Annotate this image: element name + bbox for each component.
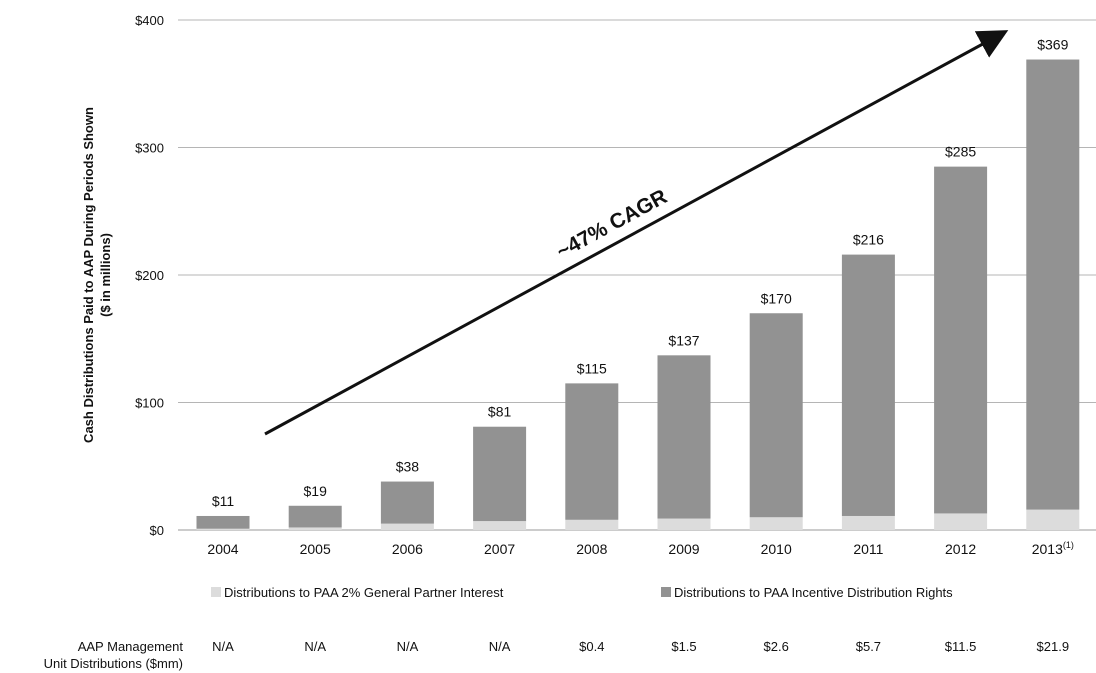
- cagr-arrow: [264, 30, 1009, 436]
- bar-segment-incentive-rights: [196, 515, 250, 529]
- bar-segment-incentive-rights: [934, 166, 988, 514]
- row-value: $2.6: [764, 639, 789, 654]
- row-value: $1.5: [671, 639, 696, 654]
- x-tick-label: 2005: [300, 541, 331, 557]
- bar-segment-general-partner: [565, 519, 619, 530]
- x-tick-label: 2007: [484, 541, 515, 557]
- bar-segment-general-partner: [288, 527, 342, 530]
- bar-total-label: $170: [761, 290, 792, 306]
- row-value: $21.9: [1037, 639, 1070, 654]
- y-tick-label: $400: [135, 13, 164, 28]
- x-tick-label: 2012: [945, 541, 976, 557]
- bar-segment-general-partner: [749, 517, 803, 530]
- row-value: $5.7: [856, 639, 881, 654]
- legend-label-incentive-rights: Distributions to PAA Incentive Distribut…: [674, 585, 953, 600]
- bar-segment-general-partner: [473, 521, 527, 530]
- bar-segment-incentive-rights: [657, 355, 711, 519]
- row-value: N/A: [304, 639, 326, 654]
- bar-total-label: $216: [853, 232, 884, 248]
- y-tick-label: $100: [135, 396, 164, 411]
- x-tick-label: 2011: [853, 541, 883, 557]
- row-value: N/A: [489, 639, 511, 654]
- x-tick-label: 2004: [207, 541, 238, 557]
- x-axis-ticks: 2004 2005 2006 2007 2008 2009 2010 2011 2012 2013…: [207, 540, 1073, 557]
- bar-segment-incentive-rights: [1026, 59, 1080, 510]
- legend-label-general-partner: Distributions to PAA 2% General Partner …: [224, 585, 504, 600]
- row-value: $0.4: [579, 639, 604, 654]
- bar-segment-general-partner: [934, 513, 988, 530]
- bar-segment-incentive-rights: [565, 383, 619, 520]
- bar-total-label: $285: [945, 144, 976, 160]
- bar-segment-general-partner: [657, 518, 711, 530]
- row-values: N/A N/A N/A N/A $0.4 $1.5 $2.6 $5.7 $11.5 $21.9: [212, 639, 1069, 654]
- bar-total-label: $369: [1037, 37, 1068, 53]
- legend-swatch-incentive-rights: [661, 587, 671, 597]
- y-tick-label: $0: [150, 523, 164, 538]
- bar-segment-incentive-rights: [380, 481, 434, 524]
- bar-segment-general-partner: [196, 528, 250, 530]
- y-axis-ticks: $0 $100 $200 $300 $400: [135, 13, 164, 538]
- bar-total-label: $19: [304, 483, 328, 499]
- bar-total-label: $11: [212, 493, 235, 509]
- y-axis-sublabel: ($ in millions): [98, 233, 113, 317]
- x-tick-label: 2013(1): [1032, 540, 1074, 557]
- bar-segment-incentive-rights: [841, 254, 895, 516]
- row-label-line1: AAP Management: [78, 639, 184, 654]
- row-value: $11.5: [945, 639, 977, 654]
- bar-segment-incentive-rights: [473, 426, 527, 522]
- legend-swatch-general-partner: [211, 587, 221, 597]
- y-tick-label: $300: [135, 141, 164, 156]
- x-tick-label: 2008: [576, 541, 607, 557]
- legend: Distributions to PAA 2% General Partner …: [211, 585, 953, 600]
- footnote-mark: (1): [1063, 540, 1074, 550]
- bar-segment-incentive-rights: [749, 313, 803, 518]
- x-tick-label: 2006: [392, 541, 423, 557]
- y-axis-label: Cash Distributions Paid to AAP During Pe…: [81, 107, 96, 443]
- bar-total-label: $115: [577, 360, 607, 376]
- management-distributions-row: AAP Management Unit Distributions ($mm) …: [44, 639, 1069, 671]
- row-value: N/A: [397, 639, 419, 654]
- bar-total-label: $81: [488, 404, 512, 420]
- bar-segment-general-partner: [1026, 509, 1080, 530]
- bar-segment-general-partner: [841, 515, 895, 530]
- bar-segment-general-partner: [380, 523, 434, 530]
- y-tick-label: $200: [135, 268, 164, 283]
- bar-segment-incentive-rights: [288, 505, 342, 528]
- bar-total-label: $38: [396, 459, 420, 475]
- row-value: N/A: [212, 639, 234, 654]
- x-tick-label: 2010: [761, 541, 792, 557]
- bar-total-label: $137: [668, 332, 699, 348]
- row-label-line2: Unit Distributions ($mm): [44, 656, 183, 671]
- data-labels: $11 $19 $38 $81 $115 $137 $170 $216 $285 $369: [212, 37, 1069, 509]
- x-tick-label: 2009: [668, 541, 699, 557]
- bars: [196, 59, 1080, 530]
